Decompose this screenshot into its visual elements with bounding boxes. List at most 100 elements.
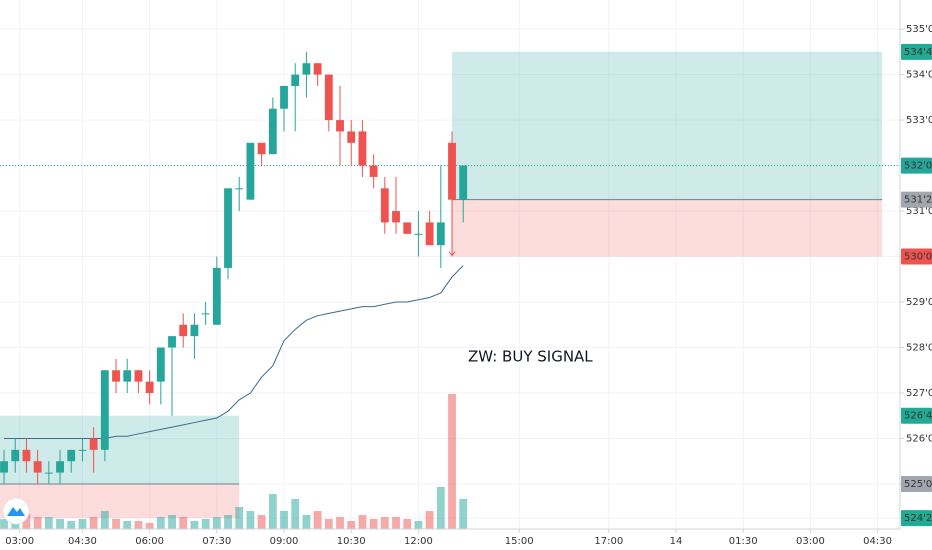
volume-bar [134, 521, 143, 529]
price-label-box [901, 510, 932, 527]
x-tick-label: 06:00 [135, 536, 164, 547]
price-label-box [901, 43, 932, 60]
x-tick-label: 14 [670, 536, 683, 547]
candle-body [302, 63, 311, 75]
candle-body [212, 267, 221, 325]
candle-body [56, 461, 64, 473]
volume-bar [156, 517, 165, 529]
price-label: 525'0 [904, 479, 932, 490]
volume-bar [358, 515, 367, 529]
volume-bar [291, 499, 300, 529]
volume-bar [0, 519, 8, 529]
x-tick-label: 09:00 [270, 536, 299, 547]
volume-bar [448, 394, 456, 529]
volume-bar [145, 523, 154, 529]
candle-body [201, 313, 210, 315]
candle-body [123, 370, 132, 382]
price-label-box [901, 157, 932, 174]
price-label: 534'4 [904, 47, 932, 58]
volume-bar [44, 517, 53, 529]
candle-body [280, 85, 288, 109]
price-label: 532'0 [904, 161, 932, 172]
volume-bar [268, 494, 277, 529]
candle-body [268, 108, 277, 155]
candle-body [100, 370, 109, 450]
price-label-box [901, 248, 932, 265]
volume-bar [168, 515, 176, 529]
volume-bar [459, 499, 468, 529]
volume-bar [425, 511, 434, 529]
candle-body [156, 347, 165, 382]
x-tick-label: 04:30 [68, 536, 97, 547]
volume-bar [392, 517, 400, 529]
y-tick-label: 533'0 [906, 115, 932, 126]
volume-bar [224, 515, 232, 529]
y-tick-label: 527'0 [906, 388, 932, 399]
x-tick-label: 01:30 [729, 536, 758, 547]
candle-body [436, 222, 445, 246]
candle-body [369, 165, 378, 177]
candle-body [11, 449, 20, 462]
x-tick-label: 04:30 [863, 536, 892, 547]
x-tick-label: 12:00 [404, 536, 433, 547]
volume-bar [67, 521, 76, 529]
volume-bar [22, 514, 31, 529]
candle-body [134, 370, 143, 382]
candle-body [246, 142, 255, 200]
volume-bar [179, 517, 188, 529]
volume-bar [201, 519, 210, 529]
candle-body [336, 120, 344, 132]
volume-bar [56, 519, 64, 529]
volume-bar [347, 521, 356, 529]
candle-body [67, 449, 76, 462]
target-zone [452, 51, 883, 200]
x-tick-label: 17:00 [594, 536, 623, 547]
candle-body [448, 142, 456, 200]
volume-bar [380, 517, 389, 529]
candle-body [347, 131, 356, 143]
volume-bar [123, 521, 132, 529]
y-tick-label: 531'0 [906, 206, 932, 217]
candle-body [190, 324, 199, 337]
price-label-box [901, 191, 932, 208]
logo-mark [7, 507, 25, 516]
volume-bar [246, 511, 255, 529]
price-label: 531'2 [904, 195, 932, 206]
volume-bar [280, 511, 288, 529]
volume-bar [235, 507, 244, 529]
volume-bar [78, 519, 87, 529]
y-tick-label: 526'0 [906, 433, 932, 444]
position-zones [0, 51, 883, 519]
candle-body [380, 188, 389, 223]
x-tick-label: 03:00 [5, 536, 34, 547]
candle-body [392, 211, 400, 223]
candle-body [145, 381, 154, 393]
x-tick-label: 15:00 [505, 536, 534, 547]
candle-body [168, 336, 176, 348]
volume-bar [11, 521, 20, 529]
candle-body [313, 63, 322, 75]
candle-body [224, 188, 232, 268]
volume-bar [436, 487, 445, 529]
volume-bar [212, 517, 221, 529]
stop-zone [452, 199, 883, 257]
volume-bar [112, 519, 120, 529]
annotation: ZW: BUY SIGNAL [468, 348, 593, 366]
candle-body [403, 222, 412, 234]
volume-bar [336, 517, 344, 529]
signal-arrow [448, 199, 456, 257]
x-tick-label: 07:30 [202, 536, 231, 547]
volume-bar [414, 521, 423, 529]
logo [2, 497, 30, 525]
volume-bar [313, 511, 322, 529]
price-label-box [901, 407, 932, 424]
volume-bar [302, 515, 311, 529]
volume [0, 394, 468, 529]
plot [0, 51, 900, 484]
candle-body [414, 233, 423, 235]
axes: 535'0 534'0 533'0 532'0 531'0 530'0 529'0 528'0… [5, 24, 932, 547]
candle-body [324, 74, 333, 121]
